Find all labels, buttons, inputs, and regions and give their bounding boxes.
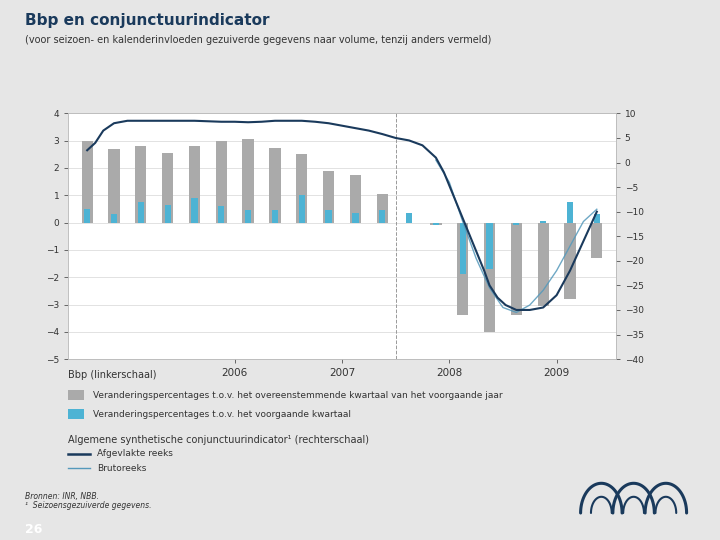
Bar	[138, 202, 144, 222]
Bar	[594, 214, 600, 222]
Text: Bbp en conjunctuurindicator: Bbp en conjunctuurindicator	[25, 14, 270, 29]
Bar	[406, 213, 412, 222]
Bar	[218, 206, 225, 222]
Bar	[567, 202, 573, 222]
Bar	[135, 146, 146, 222]
Bar	[323, 171, 334, 222]
Bar	[243, 139, 253, 222]
Text: ¹  Seizoensgezuiverde gegevens.: ¹ Seizoensgezuiverde gegevens.	[25, 501, 152, 510]
Text: Bronnen: INR, NBB.: Bronnen: INR, NBB.	[25, 492, 99, 501]
Bar	[245, 210, 251, 222]
Text: Veranderingspercentages t.o.v. het voorgaande kwartaal: Veranderingspercentages t.o.v. het voorg…	[93, 410, 351, 418]
Bar	[510, 222, 522, 315]
Text: (voor seizoen- en kalenderinvloeden gezuiverde gegevens naar volume, tenzij ande: (voor seizoen- en kalenderinvloeden gezu…	[25, 35, 492, 45]
Text: 26: 26	[25, 523, 42, 536]
Bar	[162, 153, 174, 222]
Bar	[591, 222, 603, 258]
Bar	[165, 205, 171, 222]
Bar	[269, 147, 281, 222]
Bar	[433, 222, 439, 225]
Bar	[350, 175, 361, 222]
Bar	[216, 141, 227, 222]
Bar	[325, 210, 332, 222]
Bar	[538, 222, 549, 306]
Bar	[431, 222, 441, 225]
Bar	[189, 146, 200, 222]
Bar	[81, 141, 93, 222]
Bar	[484, 222, 495, 332]
Bar	[296, 154, 307, 222]
Bar	[109, 149, 120, 222]
Text: Algemene synthetische conjunctuurindicator¹ (rechterschaal): Algemene synthetische conjunctuurindicat…	[68, 435, 369, 445]
Text: Veranderingspercentages t.o.v. het overeenstemmende kwartaal van het voorgaande : Veranderingspercentages t.o.v. het overe…	[93, 391, 503, 400]
Bar	[352, 213, 359, 222]
Text: Afgevlakte reeks: Afgevlakte reeks	[97, 449, 173, 458]
Bar	[377, 194, 388, 222]
Bar	[84, 209, 90, 222]
Bar	[457, 222, 468, 315]
Text: Brutoreeks: Brutoreeks	[97, 464, 147, 472]
Bar	[111, 214, 117, 222]
Bar	[540, 221, 546, 222]
Bar	[459, 222, 466, 274]
Bar	[513, 222, 519, 225]
Bar	[379, 210, 385, 222]
Bar	[564, 222, 575, 299]
Text: Bbp (linkerschaal): Bbp (linkerschaal)	[68, 370, 157, 380]
Bar	[272, 210, 278, 222]
Bar	[299, 195, 305, 222]
Bar	[487, 222, 492, 269]
Bar	[192, 198, 197, 222]
